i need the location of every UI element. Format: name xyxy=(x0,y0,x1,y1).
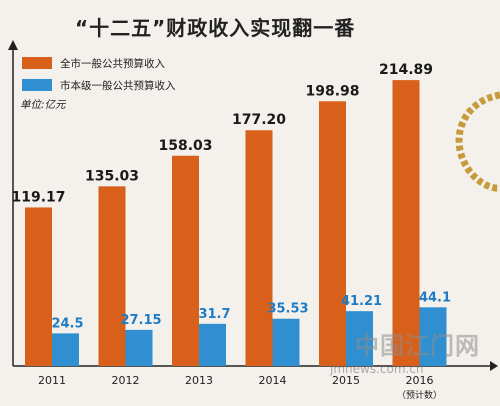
data-label-total-2013: 158.03 xyxy=(158,138,212,154)
x-tick-label-2012: 2012 xyxy=(112,374,140,387)
bar-municipal-2016 xyxy=(419,307,447,366)
legend-swatch-municipal xyxy=(22,79,52,91)
x-tick-note: （预计数） xyxy=(397,389,442,401)
bar-municipal-2013 xyxy=(199,323,226,366)
data-label-municipal-2014: 35.53 xyxy=(267,302,308,317)
data-label-total-2011: 119.17 xyxy=(11,189,65,205)
bar-total-2014 xyxy=(245,130,273,366)
data-label-total-2016: 214.89 xyxy=(379,62,433,78)
data-label-total-2014: 177.20 xyxy=(232,112,286,128)
legend-item-total: 全市一般公共预算收入 xyxy=(22,52,176,74)
data-label-total-2012: 135.03 xyxy=(85,168,139,184)
y-axis-arrow xyxy=(8,40,18,50)
x-tick-label-2013: 2013 xyxy=(185,374,213,387)
bar-total-2016 xyxy=(392,80,420,366)
bar-municipal-2011 xyxy=(52,333,79,366)
data-label-municipal-2016: 44.1 xyxy=(419,290,451,305)
chart-title: “十二五”财政收入实现翻一番 xyxy=(75,16,356,40)
bar-total-2012 xyxy=(98,186,126,366)
legend-label-municipal: 市本级一般公共预算收入 xyxy=(60,79,176,92)
unit-label: 单位:亿元 xyxy=(20,99,66,111)
bar-total-2013 xyxy=(172,155,199,366)
bar-total-2015 xyxy=(319,101,346,367)
watermark-url: jmnews.com.cn xyxy=(330,362,424,376)
legend: 全市一般公共预算收入 市本级一般公共预算收入 xyxy=(22,52,176,96)
x-tick-label-2016: 2016 xyxy=(406,374,434,387)
data-label-total-2015: 198.98 xyxy=(305,83,359,99)
data-label-municipal-2013: 31.7 xyxy=(198,307,230,322)
decorative-rope xyxy=(455,91,500,192)
legend-swatch-total xyxy=(22,57,52,69)
data-label-municipal-2012: 27.15 xyxy=(120,313,161,328)
data-label-municipal-2011: 24.5 xyxy=(51,316,83,331)
bar-municipal-2014 xyxy=(272,318,300,366)
x-tick-label-2011: 2011 xyxy=(38,374,66,387)
data-label-municipal-2015: 41.21 xyxy=(341,294,382,309)
bar-total-2011 xyxy=(25,207,52,366)
x-tick-label-2014: 2014 xyxy=(259,374,287,387)
watermark-logo-text: 中国江门网 xyxy=(355,332,480,360)
legend-label-total: 全市一般公共预算收入 xyxy=(60,57,165,70)
legend-item-municipal: 市本级一般公共预算收入 xyxy=(22,74,176,96)
x-tick-label-2015: 2015 xyxy=(332,374,360,387)
bar-municipal-2012 xyxy=(125,329,153,366)
bar-municipal-2015 xyxy=(346,311,373,366)
x-axis-arrow xyxy=(490,361,498,371)
